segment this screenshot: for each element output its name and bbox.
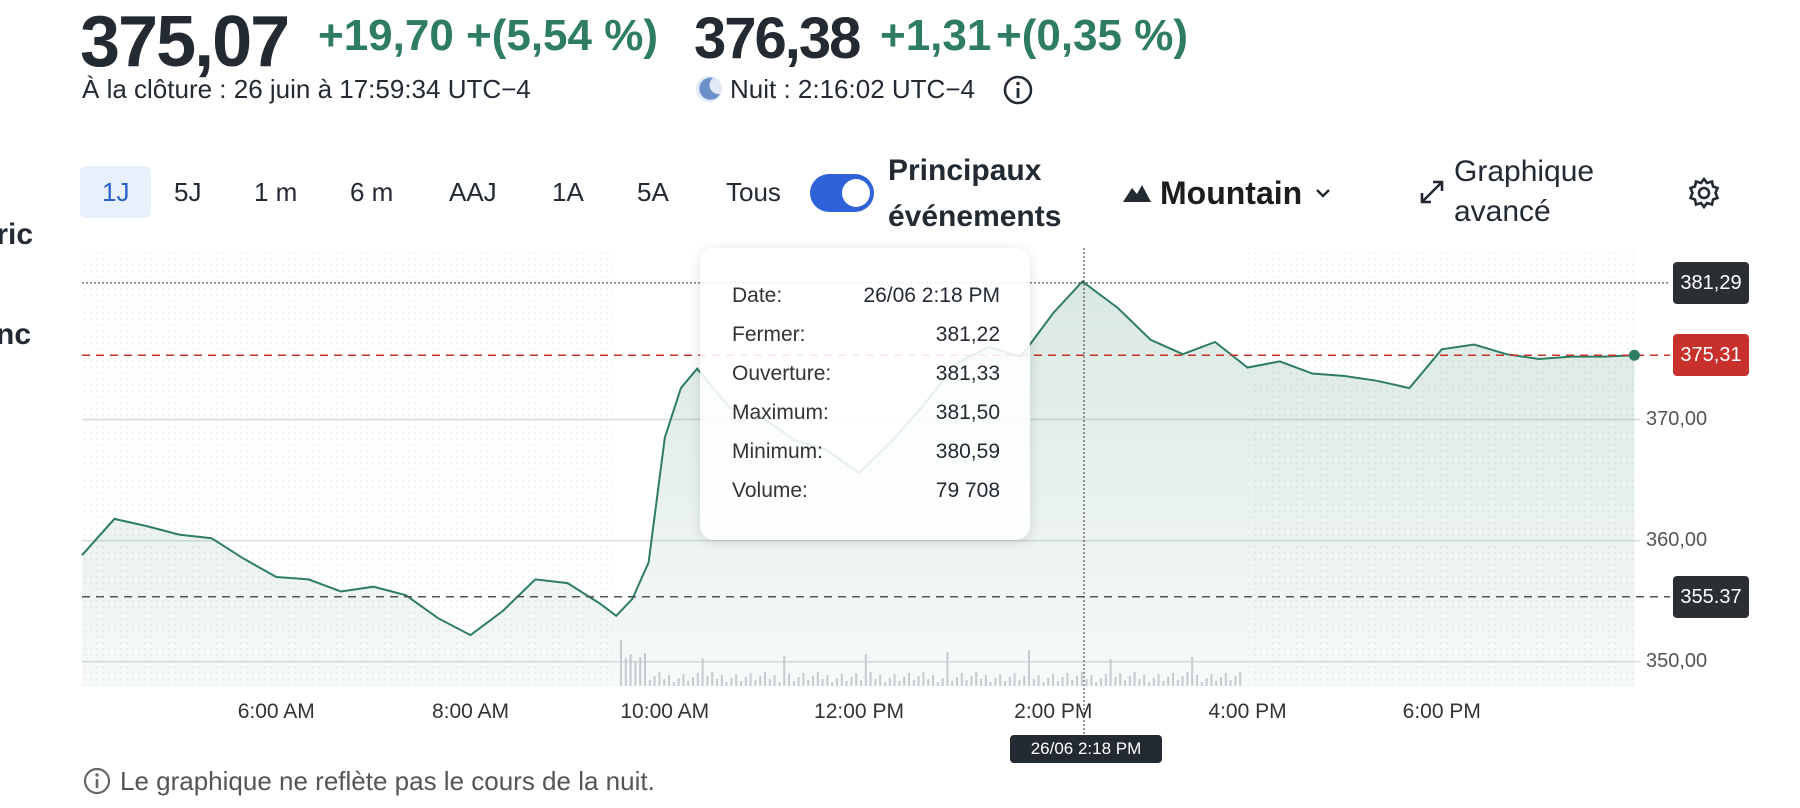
chart-type-dropdown[interactable]: Mountain: [1122, 170, 1334, 216]
tooltip-value: 26/06 2:18 PM: [863, 284, 1000, 307]
mountain-icon: [1122, 182, 1152, 204]
tooltip-open-row: Ouverture: 381,33: [732, 362, 1000, 392]
previous-close-badge: 355.37: [1673, 575, 1749, 618]
gear-icon[interactable]: [1687, 176, 1721, 210]
tooltip-high-row: Maximum: 381,50: [732, 401, 1000, 431]
tooltip-value: 381,50: [935, 401, 1000, 424]
events-toggle[interactable]: [810, 174, 874, 212]
range-1m[interactable]: 1 m: [254, 177, 298, 207]
x-tick-label: 2:00 PM: [1014, 700, 1093, 723]
x-tick-label: 12:00 PM: [814, 700, 904, 723]
last-price-dot: [1628, 349, 1640, 361]
range-1d[interactable]: 1J: [80, 166, 152, 218]
range-ytd[interactable]: AAJ: [449, 177, 497, 207]
left-clipped-label-2: nc: [0, 318, 32, 351]
advanced-chart-label-2[interactable]: avancé: [1454, 195, 1551, 228]
crosshair-date-label: 26/06 2:18 PM: [1010, 735, 1162, 763]
tooltip-value: 381,22: [935, 323, 1000, 346]
close-change: +19,70: [318, 11, 454, 60]
night-change-percent: +(0,35 %): [996, 11, 1188, 60]
night-price: 376,38: [694, 6, 861, 71]
x-tick-label: 6:00 AM: [237, 700, 315, 723]
info-icon[interactable]: [1002, 74, 1034, 106]
events-label-1: Principaux: [888, 154, 1042, 187]
tooltip-close-row: Fermer: 381,22: [732, 323, 1000, 353]
y-tick-label: 360,00: [1646, 528, 1708, 551]
moon-icon: [694, 74, 724, 104]
toggle-knob: [842, 179, 870, 207]
events-label-2: événements: [888, 200, 1062, 233]
x-tick-label: 6:00 PM: [1402, 700, 1481, 723]
tooltip-low-row: Minimum: 380,59: [732, 440, 1000, 470]
range-5d[interactable]: 5J: [174, 177, 202, 207]
close-time: À la clôture : 26 juin à 17:59:34 UTC−4: [82, 74, 531, 104]
price-tooltip: Date: 26/06 2:18 PM Fermer: 381,22 Ouvertu…: [700, 248, 1030, 540]
tooltip-value: 79 708: [935, 479, 1000, 502]
current-price-badge: 375,31: [1673, 334, 1749, 377]
tooltip-key: Minimum:: [732, 440, 824, 463]
tooltip-key: Volume:: [732, 479, 808, 502]
tooltip-key: Ouverture:: [732, 362, 832, 385]
x-tick-label: 10:00 AM: [620, 700, 710, 723]
night-time: Nuit : 2:16:02 UTC−4: [730, 74, 975, 104]
x-tick-label: 8:00 AM: [431, 700, 510, 723]
tooltip-key: Date:: [732, 284, 783, 307]
tooltip-value: 381,33: [935, 362, 1000, 385]
range-all[interactable]: Tous: [726, 177, 781, 207]
expand-icon[interactable]: [1416, 176, 1448, 208]
tooltip-value: 380,59: [935, 440, 1000, 463]
info-icon: [82, 766, 112, 796]
night-change: +1,31: [880, 11, 992, 60]
chevron-down-icon: [1312, 182, 1334, 204]
left-clipped-label-1: pric: [0, 218, 34, 251]
tooltip-key: Maximum:: [732, 401, 829, 424]
advanced-chart-label-1[interactable]: Graphique: [1454, 155, 1595, 188]
close-price: 375,07: [80, 2, 290, 82]
high-price-badge: 381,29: [1673, 261, 1749, 304]
range-5y[interactable]: 5A: [637, 177, 669, 207]
y-tick-label: 370,00: [1646, 407, 1708, 430]
y-tick-label: 350,00: [1646, 649, 1708, 672]
chart-footnote: Le graphique ne reflète pas le cours de …: [120, 766, 655, 796]
range-1y[interactable]: 1A: [552, 177, 584, 207]
chart-type-label: Mountain: [1160, 174, 1303, 211]
x-tick-label: 4:00 PM: [1208, 700, 1287, 723]
close-change-percent: +(5,54 %): [466, 11, 658, 60]
tooltip-volume-row: Volume: 79 708: [732, 479, 1000, 509]
tooltip-key: Fermer:: [732, 323, 806, 346]
tooltip-date-row: Date: 26/06 2:18 PM: [732, 284, 1000, 314]
range-6m[interactable]: 6 m: [350, 177, 394, 207]
